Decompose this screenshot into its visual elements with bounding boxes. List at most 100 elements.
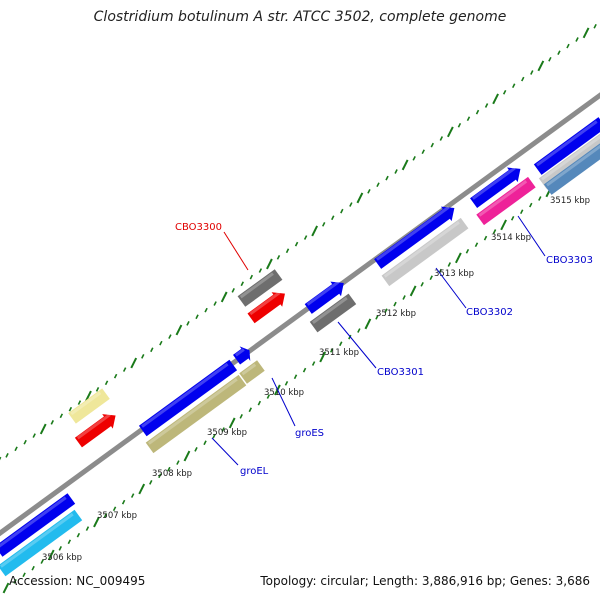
tick-mark — [176, 460, 180, 465]
tick-mark — [195, 314, 199, 320]
feature-cbo3301-top[interactable] — [303, 276, 349, 316]
tick-mark — [130, 357, 138, 369]
tick-mark — [409, 285, 417, 297]
feature-cds-3514-highlight — [471, 166, 516, 200]
tick-mark — [340, 208, 344, 214]
topology-label: Topology: circular; Length: 3,886,916 bp… — [260, 574, 590, 588]
tick-mark — [367, 188, 371, 194]
tick-mark — [68, 406, 73, 412]
tick-mark — [557, 50, 561, 56]
tick-mark — [455, 252, 462, 264]
cbo3300-leader — [223, 231, 249, 271]
feature-cds-3514[interactable] — [468, 162, 525, 211]
tick-mark — [311, 225, 319, 237]
feature-groes-top-shape — [233, 346, 251, 365]
feature-cbo3300[interactable] — [246, 286, 291, 325]
feature-groel-shape — [145, 374, 247, 454]
tick-mark — [356, 192, 364, 204]
gene-label-cbo3302[interactable]: CBO3302 — [466, 307, 513, 318]
feature-cbo3302-highlight — [383, 221, 460, 278]
tick-mark — [302, 367, 307, 373]
tick-mark — [484, 103, 489, 108]
feature-steel-3515[interactable] — [543, 137, 600, 195]
feature-cds-groel-top-shape — [138, 359, 238, 437]
tick-mark — [93, 516, 100, 528]
feature-cds-3506[interactable] — [0, 493, 76, 557]
feature-groes-top-highlight — [234, 348, 245, 357]
tick-mark — [502, 89, 507, 95]
tick-mark — [582, 27, 590, 39]
feature-cds-3515[interactable] — [533, 117, 600, 175]
feature-pale-yellow[interactable] — [68, 388, 110, 424]
tick-mark — [348, 334, 352, 340]
gene-label-cbo3303[interactable]: CBO3303 — [546, 255, 593, 266]
tick-mark — [420, 281, 424, 287]
tick-mark — [394, 169, 398, 174]
feature-groel-highlight — [147, 378, 238, 445]
tick-mark — [575, 37, 579, 42]
groel-leader — [211, 437, 239, 466]
tick-mark — [67, 539, 72, 545]
feature-cbo3300-gray-highlight — [239, 272, 274, 299]
tick-mark — [183, 450, 191, 462]
tick-mark — [421, 149, 425, 155]
tick-mark — [521, 76, 525, 82]
gene-label-groes[interactable]: groES — [295, 428, 324, 439]
tick-mark — [130, 493, 135, 498]
feature-cbo3301[interactable] — [309, 293, 357, 333]
map-title: Clostridium botulinum A str. ATCC 3502, … — [93, 9, 507, 25]
feature-cyan-3506-highlight — [0, 512, 74, 568]
feature-cbo3302[interactable] — [381, 217, 469, 287]
tick-mark — [266, 258, 273, 270]
tick-mark — [492, 229, 497, 234]
tick-mark — [249, 274, 254, 280]
cbo3301-leader — [337, 321, 377, 369]
tick-mark — [138, 483, 146, 495]
feature-cds-groel-top[interactable] — [138, 359, 238, 437]
tick-mark — [22, 572, 26, 578]
tick-mark — [77, 400, 82, 405]
feature-cbo3303[interactable] — [476, 176, 536, 226]
tick-mark — [59, 413, 64, 419]
feature-groes[interactable] — [239, 360, 265, 384]
tick-mark — [465, 248, 470, 254]
feature-groel[interactable] — [145, 374, 247, 454]
kbp-label-3507: 3507 kbp — [97, 511, 137, 521]
tick-mark — [375, 314, 379, 320]
gene-label-cbo3300[interactable]: CBO3300 — [175, 222, 222, 233]
feature-cbo3300-gray[interactable] — [237, 269, 283, 307]
tick-mark — [58, 546, 62, 551]
tick-mark — [13, 579, 17, 584]
feature-cyan-3506-shape — [0, 509, 83, 577]
kbp-label-3511: 3511 kbp — [319, 348, 359, 358]
tick-mark — [293, 374, 298, 380]
feature-pale-yellow-highlight — [70, 391, 102, 416]
cbo3302-leader — [435, 267, 467, 309]
tick-mark — [566, 43, 570, 49]
tick-mark — [331, 215, 335, 221]
feature-cds-3506-shape — [0, 493, 76, 557]
groes-leader — [271, 377, 296, 427]
feature-cbo3300-highlight — [249, 291, 281, 316]
tick-mark — [402, 295, 406, 300]
tick-mark — [429, 275, 433, 281]
gene-label-cbo3301[interactable]: CBO3301 — [377, 367, 424, 378]
tick-mark — [186, 321, 190, 326]
tick-mark — [339, 341, 343, 347]
tick-mark — [50, 420, 54, 425]
kbp-label-3509: 3509 kbp — [207, 428, 247, 438]
kbp-label-3514: 3514 kbp — [491, 233, 531, 243]
gene-label-groel[interactable]: groEL — [240, 466, 269, 477]
feature-cyan-3506[interactable] — [0, 509, 83, 577]
tick-mark — [483, 235, 488, 241]
feature-groes-top[interactable] — [231, 343, 255, 367]
feature-cds-3512[interactable] — [372, 201, 459, 272]
feature-red-arrow-left[interactable] — [73, 408, 121, 450]
feature-gray-3515[interactable] — [538, 131, 600, 189]
tick-mark — [257, 400, 262, 406]
tick-mark — [430, 142, 434, 148]
tick-mark — [149, 480, 153, 485]
tick-mark — [158, 473, 162, 479]
feature-gray-3515-shape — [538, 131, 600, 189]
